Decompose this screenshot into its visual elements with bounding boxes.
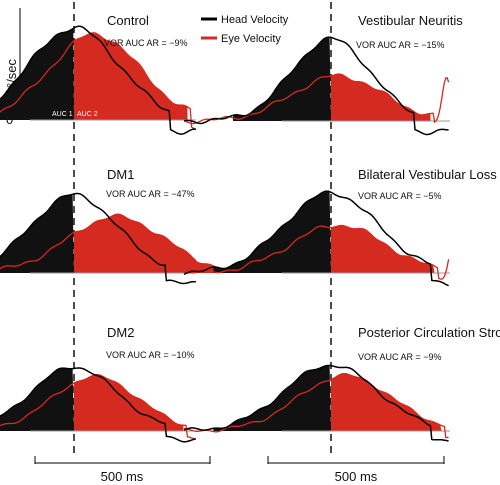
eye-velocity-trace <box>0 32 197 131</box>
panel-title: DM2 <box>107 325 134 340</box>
panel-6: Posterior Circulation Stroke VOR AUC AR =… <box>183 325 500 442</box>
panel-5: DM2 VOR AUC AR = −10% <box>0 325 196 443</box>
panel-title: Bilateral Vestibular Loss <box>358 167 497 182</box>
head-velocity-trace <box>0 367 196 443</box>
auc-eye-fill <box>331 225 435 273</box>
auc-eye-fill <box>74 32 188 120</box>
legend-label-head: Head Velocity <box>221 14 289 26</box>
eye-velocity-trace <box>0 213 197 270</box>
auc-eye-fill <box>74 214 217 273</box>
auc-label-1: AUC 1 <box>52 111 73 118</box>
auc-head-fill <box>0 368 74 431</box>
time-scale-label-left: 500 ms <box>101 469 144 484</box>
auc-head-fill <box>0 194 74 273</box>
vor-auc-annotation: VOR AUC AR = −47% <box>106 189 195 199</box>
eye-velocity-trace <box>184 224 450 280</box>
vor-auc-annotation: VOR AUC AR = −15% <box>356 40 445 50</box>
panel-title: Control <box>107 13 149 28</box>
panel-title: DM1 <box>107 167 134 182</box>
legend: Head Velocity Eye Velocity <box>201 14 289 45</box>
head-velocity-trace <box>183 190 449 287</box>
legend-label-eye: Eye Velocity <box>221 33 281 45</box>
panels: Control VOR AUC AR = −9% AUC 1 AUC 2 Vestibu… <box>0 13 500 443</box>
panel-title: Posterior Circulation Stroke <box>358 325 500 340</box>
auc-eye-fill <box>331 373 442 431</box>
auc-label-2: AUC 2 <box>77 111 98 118</box>
auc-eye-fill <box>331 74 431 121</box>
head-velocity-trace <box>0 192 196 285</box>
head-velocity-trace <box>0 25 196 135</box>
vor-auc-annotation: VOR AUC AR = −9% <box>358 352 442 362</box>
panel-1: Control VOR AUC AR = −9% AUC 1 AUC 2 <box>0 13 197 135</box>
auc-head-fill <box>213 365 331 431</box>
time-scale-left: 500 ms <box>34 456 211 484</box>
panel-4: Bilateral Vestibular Loss VOR AUC AR = −5… <box>183 167 497 287</box>
time-scale-label-right: 500 ms <box>335 469 378 484</box>
vor-auc-annotation: VOR AUC AR = −9% <box>104 38 188 48</box>
vor-auc-annotation: VOR AUC AR = −5% <box>358 191 442 201</box>
auc-head-fill <box>0 28 74 120</box>
auc-head-fill <box>213 191 331 273</box>
panel-title: Vestibular Neuritis <box>358 13 463 28</box>
panel-2: Vestibular Neuritis VOR AUC AR = −15% <box>183 13 463 136</box>
head-velocity-trace <box>183 364 449 442</box>
time-scale-right: 500 ms <box>267 456 445 484</box>
panel-3: DM1 VOR AUC AR = −47% <box>0 167 217 285</box>
eye-velocity-trace <box>0 373 196 440</box>
auc-head-fill <box>233 37 331 121</box>
head-velocity-trace <box>183 36 449 136</box>
vor-auc-annotation: VOR AUC AR = −10% <box>106 350 195 360</box>
